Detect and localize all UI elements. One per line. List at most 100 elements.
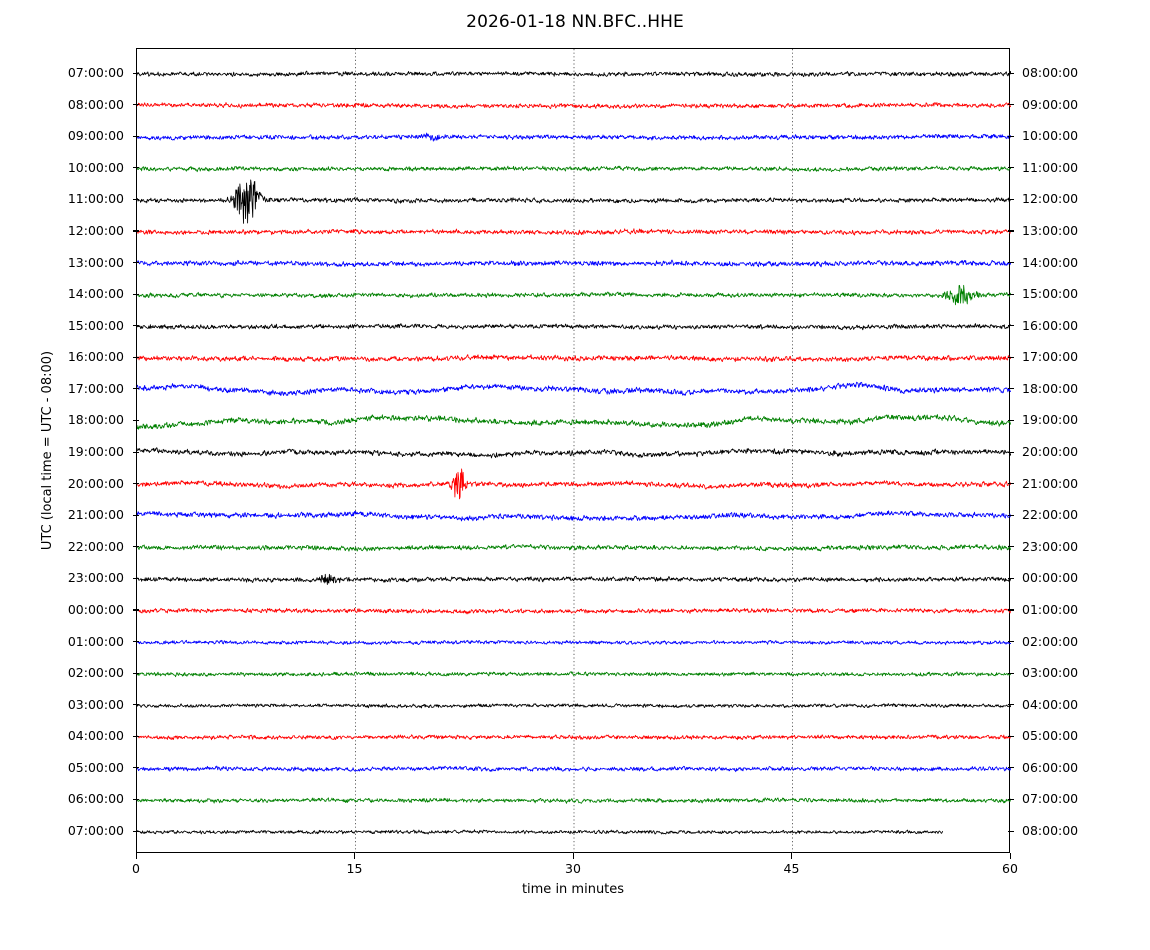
y-axis-left-tick-label: 07:00:00 (67, 64, 124, 80)
trace-line (137, 543, 1011, 552)
trace-line (137, 468, 1011, 500)
y-axis-left-tick-label: 13:00:00 (67, 254, 124, 270)
y-axis-left-tick-mark (132, 735, 139, 737)
y-axis-left-tick-label: 09:00:00 (67, 127, 124, 143)
trace-line (137, 70, 1011, 78)
y-axis-right-tick-label: 13:00:00 (1022, 222, 1079, 238)
y-axis-left-tick-label: 03:00:00 (67, 696, 124, 712)
y-axis-left-tick-mark (132, 72, 139, 74)
y-axis-right-tick-mark (1007, 293, 1014, 295)
y-axis-left-tick-mark (132, 514, 139, 516)
y-axis-right-tick-label: 21:00:00 (1022, 475, 1079, 491)
y-axis-right-tick-label: 17:00:00 (1022, 349, 1079, 364)
y-axis-left-tick-label: 05:00:00 (67, 759, 124, 775)
y-axis-left-tick-mark (132, 609, 139, 611)
trace-line (137, 165, 1011, 173)
y-axis-right-tick-mark (1007, 672, 1014, 674)
y-axis-left-tick-mark (132, 293, 139, 295)
y-axis-right-tick-mark (1007, 325, 1014, 327)
y-axis-right-tick-label: 00:00:00 (1022, 570, 1079, 586)
y-axis-right-tick-label: 06:00:00 (1022, 759, 1079, 775)
x-axis-tick-mark (1009, 853, 1011, 859)
y-axis-right-tick-mark (1007, 104, 1014, 106)
y-axis-left-tick-mark (132, 104, 139, 106)
y-axis-right-tick-label: 18:00:00 (1022, 380, 1079, 396)
y-axis-right-tick-label: 15:00:00 (1022, 285, 1079, 301)
y-axis-left-tick-label: 04:00:00 (67, 728, 124, 743)
x-axis-tick-label: 15 (346, 861, 363, 876)
y-axis-left-tick-label: 08:00:00 (67, 96, 124, 112)
y-axis-left-tick-label: 17:00:00 (67, 380, 124, 396)
trace-line (137, 734, 1011, 741)
y-axis-left-tick-mark (132, 767, 139, 769)
x-axis-tick-label: 0 (132, 861, 140, 876)
trace-line (137, 765, 1011, 773)
trace-line (137, 447, 1011, 459)
x-axis-tick-label: 30 (565, 861, 581, 876)
y-axis-left-tick-label: 10:00:00 (67, 159, 124, 175)
y-axis-right-tick-mark (1007, 230, 1014, 232)
y-axis-right-tick-mark (1007, 735, 1014, 737)
x-axis-tick-mark (791, 853, 793, 859)
y-axis-left-tick-label: 02:00:00 (67, 664, 124, 680)
y-axis-right-tick-label: 08:00:00 (1022, 64, 1079, 80)
y-axis-left-tick-mark (132, 577, 139, 579)
y-axis-right-tick-label: 12:00:00 (1022, 191, 1079, 207)
trace-line (137, 284, 1011, 306)
y-axis-right-tick-label: 03:00:00 (1022, 664, 1079, 680)
trace-line (137, 228, 1011, 236)
x-axis-tick-label: 45 (783, 861, 800, 876)
y-axis-left-tick-label: 23:00:00 (67, 570, 124, 586)
plot-area (136, 48, 1011, 854)
trace-line (137, 797, 1011, 804)
y-axis-right-tick-mark (1007, 262, 1014, 264)
y-axis-left-tick-label: 22:00:00 (67, 538, 124, 554)
y-axis-left-tick-mark (132, 388, 139, 390)
y-axis-right-tick-label: 04:00:00 (1022, 696, 1079, 712)
y-axis-right-tick-label: 16:00:00 (1022, 317, 1079, 333)
y-axis-right-tick-mark (1007, 767, 1014, 769)
trace-line (137, 132, 1011, 142)
y-axis-right-tick-mark (1007, 609, 1014, 611)
y-axis-left-tick-mark (132, 830, 139, 832)
y-axis-left-tick-mark (132, 483, 139, 485)
seismogram-traces (137, 49, 1011, 854)
x-axis-tick-mark (572, 853, 574, 859)
trace-line (137, 323, 1011, 331)
y-axis-left-tick-mark (132, 167, 139, 169)
y-axis-right-tick-mark (1007, 798, 1014, 800)
y-axis-right-tick-label: 08:00:00 (1022, 822, 1079, 838)
y-axis-right-tick-label: 11:00:00 (1022, 159, 1079, 175)
y-axis-right-tick-label: 02:00:00 (1022, 633, 1079, 649)
y-axis-left-tick-label: 21:00:00 (67, 506, 124, 522)
y-axis-right-tick-mark (1007, 641, 1014, 643)
y-axis-right-tick-mark (1007, 451, 1014, 453)
y-axis-left-tick-label: 01:00:00 (67, 633, 124, 649)
y-axis-right-tick-label: 20:00:00 (1022, 443, 1079, 459)
y-axis-left-tick-mark (132, 704, 139, 706)
y-axis-right-tick-mark (1007, 419, 1014, 421)
y-axis-left-tick-mark (132, 641, 139, 643)
trace-line (137, 179, 1011, 224)
y-axis-left-tick-label: 06:00:00 (67, 791, 124, 807)
y-axis-right-tick-label: 23:00:00 (1022, 538, 1079, 554)
y-axis-left-tick-label: 18:00:00 (67, 412, 124, 428)
trace-line (137, 573, 1011, 585)
y-axis-right-tick-mark (1007, 577, 1014, 579)
y-axis-right-tick-label: 09:00:00 (1022, 96, 1079, 112)
y-axis-left-tick-mark (132, 451, 139, 453)
y-axis-left-tick-mark (132, 419, 139, 421)
y-axis-right-tick-mark (1007, 356, 1014, 358)
y-axis-left-tick-mark (132, 198, 139, 200)
x-axis-tick-mark (135, 853, 137, 859)
y-axis-left-tick-label: 20:00:00 (67, 475, 124, 491)
y-axis-left-tick-mark (132, 325, 139, 327)
y-axis-right-tick-mark (1007, 135, 1014, 137)
trace-line (137, 354, 1011, 363)
y-axis-right-tick-mark (1007, 546, 1014, 548)
y-axis-right-tick-mark (1007, 198, 1014, 200)
y-axis-right-tick-mark (1007, 830, 1014, 832)
trace-line (137, 703, 1011, 709)
y-axis-right-tick-mark (1007, 167, 1014, 169)
